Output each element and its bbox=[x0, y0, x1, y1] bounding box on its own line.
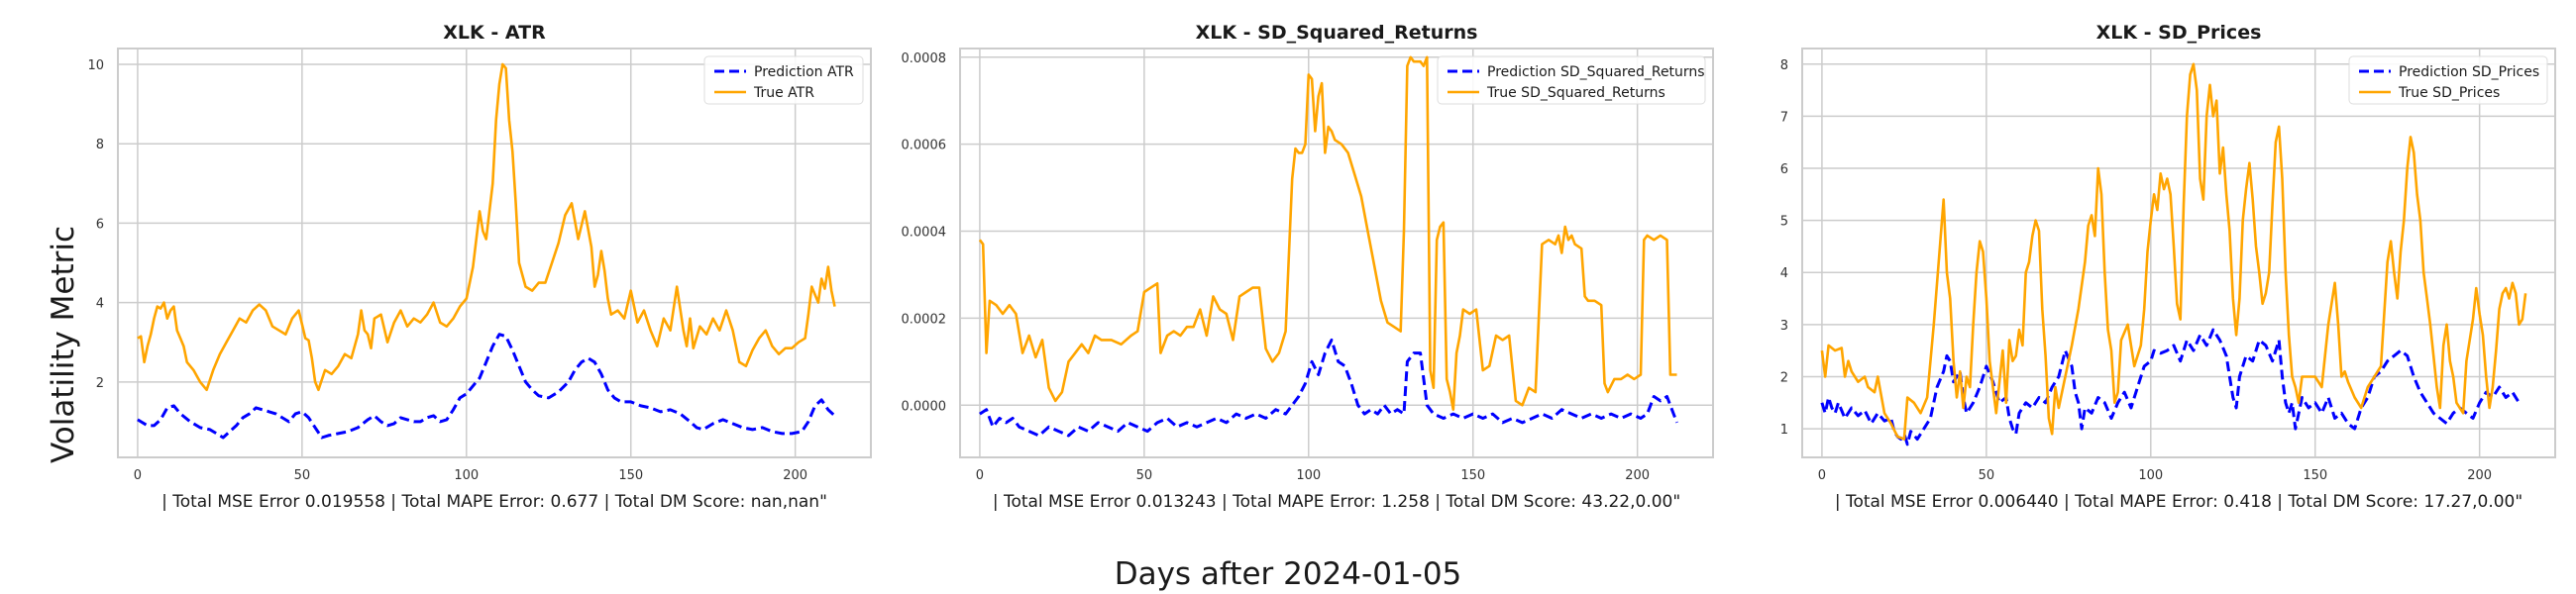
x-axis-label: | Total MSE Error 0.006440 | Total MAPE … bbox=[1835, 492, 2522, 512]
legend-label: True ATR bbox=[753, 85, 814, 101]
chart-title: XLK - SD_Prices bbox=[2096, 22, 2262, 44]
subplot-atr: 0 50 100 150 200 2 4 6 8 10 XLK - ATR | Total MSE E… bbox=[87, 22, 872, 512]
y-tick-label: 0.0006 bbox=[902, 139, 947, 153]
legend-label: True SD_Squared_Returns bbox=[1486, 85, 1665, 101]
prediction-series-line bbox=[1820, 328, 2521, 446]
y-tick-label: 2 bbox=[1780, 370, 1788, 385]
plot-frame bbox=[959, 48, 1714, 458]
plot-area bbox=[118, 49, 871, 457]
legend-label: Prediction SD_Squared_Returns bbox=[1487, 64, 1705, 80]
chart-title: XLK - ATR bbox=[443, 22, 546, 44]
y-tick-label: 2 bbox=[96, 376, 104, 391]
x-tick-label: 50 bbox=[1136, 468, 1153, 483]
x-tick-label: 200 bbox=[2467, 468, 2492, 483]
y-tick-label: 6 bbox=[96, 217, 104, 232]
x-tick-label: 200 bbox=[783, 468, 807, 483]
true-series-line bbox=[1820, 62, 2527, 441]
x-tick-label: 100 bbox=[454, 468, 479, 483]
legend: Prediction ATR True ATR bbox=[703, 55, 864, 105]
legend-label: Prediction SD_Prices bbox=[2399, 64, 2539, 80]
y-tick-label: 4 bbox=[1780, 266, 1788, 281]
x-tick-label: 150 bbox=[1460, 468, 1485, 483]
subplot-sd-prices: 0 50 100 150 200 1 2 3 4 5 6 7 8 XLK - SD_Prices | Tot… bbox=[1780, 22, 2556, 512]
x-tick-label: 0 bbox=[1818, 468, 1826, 483]
x-tick-label: 0 bbox=[976, 468, 984, 483]
x-tick-label: 150 bbox=[2303, 468, 2327, 483]
x-tick-label: 100 bbox=[2138, 468, 2163, 483]
x-tick-label: 100 bbox=[1296, 468, 1321, 483]
y-tick-label: 5 bbox=[1780, 215, 1788, 230]
legend: Prediction SD_Squared_Returns True SD_Squ… bbox=[1437, 55, 1706, 105]
plot-area bbox=[1802, 49, 2555, 457]
y-tick-label: 1 bbox=[1780, 423, 1788, 438]
y-tick-label: 0.0002 bbox=[902, 312, 947, 327]
y-tick-label: 8 bbox=[96, 138, 104, 152]
legend-box bbox=[2348, 55, 2548, 105]
y-tick-label: 7 bbox=[1780, 110, 1788, 125]
plot-frame bbox=[117, 48, 872, 458]
y-tick-label: 3 bbox=[1780, 319, 1788, 334]
x-tick-label: 50 bbox=[1979, 468, 1995, 483]
true-series-line bbox=[137, 62, 836, 392]
legend-label: Prediction ATR bbox=[754, 64, 854, 80]
x-axis-label: | Total MSE Error 0.019558 | Total MAPE … bbox=[161, 492, 827, 512]
figure-ylabel: Volatility Metric bbox=[46, 226, 81, 463]
x-tick-label: 0 bbox=[134, 468, 142, 483]
plot-frame bbox=[1801, 48, 2556, 458]
y-tick-label: 4 bbox=[96, 297, 104, 312]
x-tick-label: 200 bbox=[1625, 468, 1650, 483]
y-tick-label: 0.0008 bbox=[902, 51, 947, 66]
prediction-series-line bbox=[979, 338, 1678, 438]
subplot-sd-squared-returns: 0 50 100 150 200 0.0000 0.0002 0.0004 0.0006 0.00… bbox=[902, 22, 1714, 512]
x-tick-label: 50 bbox=[294, 468, 311, 483]
true-series-line bbox=[978, 55, 1677, 411]
x-axis-label: | Total MSE Error 0.013243 | Total MAPE … bbox=[993, 492, 1680, 512]
y-tick-label: 8 bbox=[1780, 58, 1788, 73]
legend-box bbox=[1437, 55, 1706, 105]
y-tick-label: 0.0004 bbox=[902, 226, 947, 241]
legend: Prediction SD_Prices True SD_Prices bbox=[2348, 55, 2548, 105]
y-tick-label: 10 bbox=[87, 58, 104, 73]
y-tick-label: 6 bbox=[1780, 162, 1788, 177]
legend-label: True SD_Prices bbox=[2398, 85, 2500, 101]
figure-xlabel: Days after 2024-01-05 bbox=[1115, 556, 1462, 592]
x-tick-label: 150 bbox=[618, 468, 643, 483]
y-tick-label: 0.0000 bbox=[902, 399, 947, 414]
chart-title: XLK - SD_Squared_Returns bbox=[1196, 22, 1478, 44]
plot-area bbox=[960, 49, 1713, 457]
